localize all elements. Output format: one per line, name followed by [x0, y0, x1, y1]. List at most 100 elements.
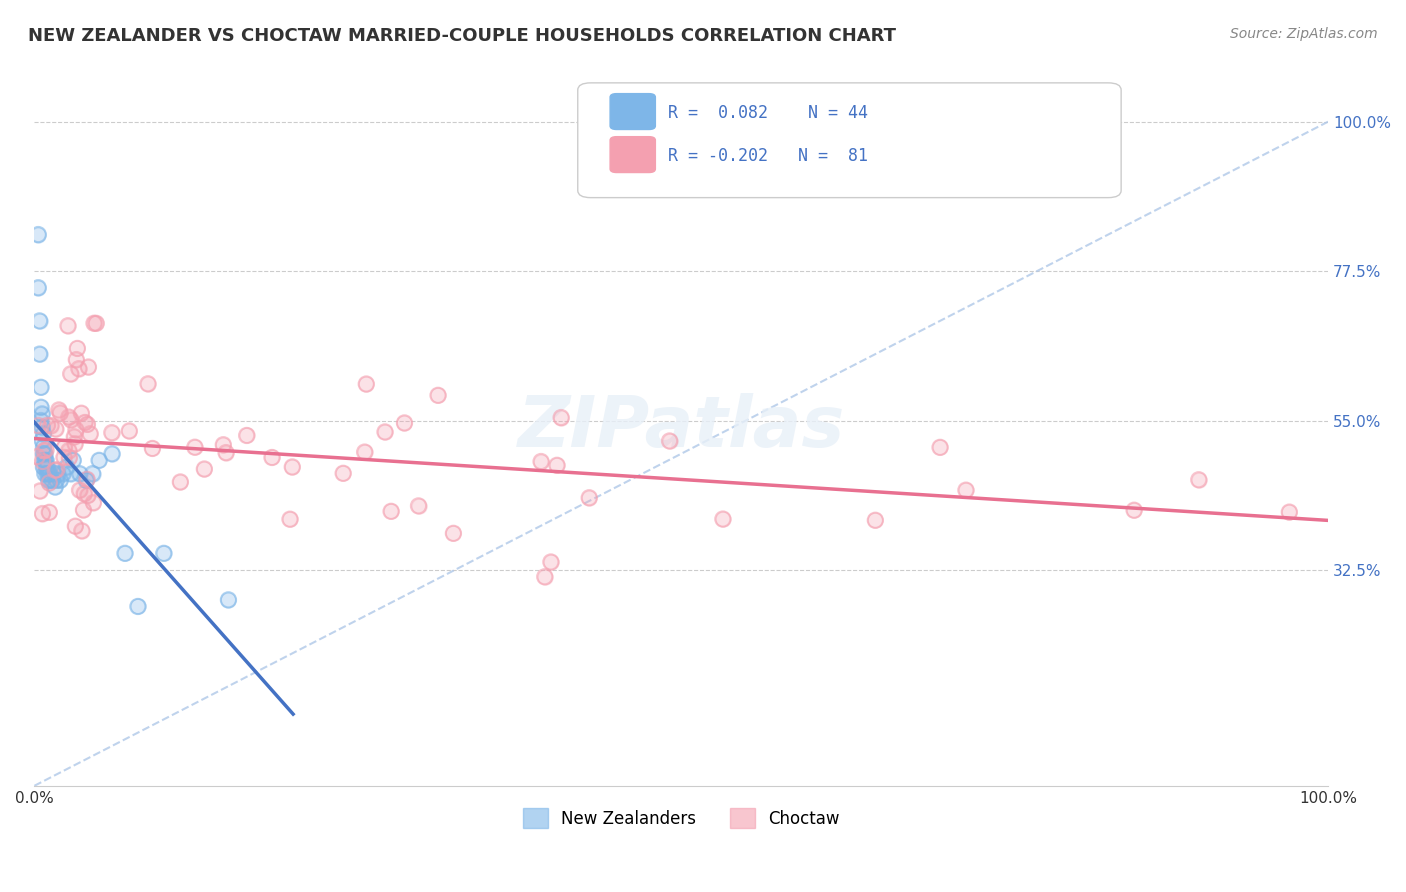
Point — [75, 473, 97, 487]
New Zealanders — [28, 314, 51, 328]
Choctaw — [82, 495, 104, 509]
Point — [37, 460, 59, 475]
Point — [76, 417, 98, 432]
Choctaw — [79, 426, 101, 441]
Point — [52, 450, 75, 465]
Choctaw — [1188, 473, 1211, 487]
Point — [1188, 473, 1211, 487]
Choctaw — [39, 418, 62, 433]
Choctaw — [45, 422, 67, 436]
Point — [49, 406, 72, 420]
Point — [28, 483, 51, 498]
New Zealanders — [114, 546, 136, 560]
New Zealanders — [28, 347, 51, 361]
Choctaw — [48, 403, 70, 417]
Point — [31, 454, 53, 468]
Choctaw — [578, 491, 600, 505]
Point — [141, 442, 163, 456]
Choctaw — [53, 441, 76, 455]
Point — [84, 316, 107, 330]
Choctaw — [72, 503, 94, 517]
Point — [59, 413, 82, 427]
Choctaw — [58, 443, 80, 458]
Choctaw — [235, 428, 257, 442]
Choctaw — [533, 570, 555, 584]
Choctaw — [169, 475, 191, 489]
Choctaw — [73, 416, 96, 430]
Choctaw — [65, 423, 87, 437]
Choctaw — [65, 519, 87, 533]
Point — [45, 463, 67, 477]
Point — [76, 472, 98, 486]
Point — [32, 426, 55, 441]
Point — [394, 416, 416, 430]
Point — [59, 367, 82, 381]
Point — [59, 467, 82, 481]
Choctaw — [45, 463, 67, 477]
Point — [30, 380, 52, 394]
Choctaw — [31, 454, 53, 468]
Choctaw — [408, 499, 430, 513]
New Zealanders — [27, 281, 49, 295]
New Zealanders — [217, 592, 239, 607]
Point — [82, 467, 104, 481]
Choctaw — [70, 524, 93, 538]
Point — [31, 407, 53, 421]
New Zealanders — [44, 480, 66, 494]
Point — [27, 281, 49, 295]
Point — [35, 460, 58, 475]
Choctaw — [56, 318, 79, 333]
Choctaw — [955, 483, 977, 498]
New Zealanders — [39, 473, 62, 487]
Point — [533, 570, 555, 584]
Point — [27, 227, 49, 242]
Choctaw — [44, 463, 66, 477]
New Zealanders — [87, 453, 110, 467]
Point — [69, 467, 91, 481]
Choctaw — [84, 316, 107, 330]
Choctaw — [546, 458, 568, 473]
Choctaw — [374, 425, 396, 439]
Choctaw — [77, 359, 100, 374]
Choctaw — [1278, 505, 1301, 519]
Point — [100, 425, 122, 440]
Point — [53, 441, 76, 455]
Point — [77, 359, 100, 374]
Choctaw — [711, 512, 734, 526]
Point — [30, 401, 52, 415]
Point — [235, 428, 257, 442]
Choctaw — [1123, 503, 1146, 517]
Point — [28, 347, 51, 361]
New Zealanders — [32, 447, 55, 461]
Choctaw — [865, 513, 887, 527]
Point — [353, 445, 375, 459]
Point — [32, 460, 55, 475]
Point — [30, 413, 52, 427]
Text: R =  0.082    N = 44: R = 0.082 N = 44 — [668, 104, 869, 122]
Choctaw — [260, 450, 283, 465]
Choctaw — [136, 376, 159, 391]
Choctaw — [215, 445, 238, 459]
New Zealanders — [31, 407, 53, 421]
New Zealanders — [127, 599, 149, 614]
New Zealanders — [34, 467, 56, 481]
Point — [578, 491, 600, 505]
Point — [65, 352, 87, 367]
Choctaw — [193, 462, 215, 476]
New Zealanders — [38, 467, 60, 481]
Choctaw — [380, 504, 402, 518]
Choctaw — [65, 352, 87, 367]
New Zealanders — [30, 401, 52, 415]
New Zealanders — [62, 453, 84, 467]
Point — [540, 555, 562, 569]
Point — [27, 418, 49, 433]
Point — [278, 512, 301, 526]
Point — [69, 483, 91, 498]
Point — [79, 426, 101, 441]
Point — [65, 519, 87, 533]
FancyBboxPatch shape — [610, 94, 655, 129]
Point — [34, 447, 56, 461]
Point — [427, 388, 450, 402]
Choctaw — [31, 507, 53, 521]
Choctaw — [63, 430, 86, 444]
